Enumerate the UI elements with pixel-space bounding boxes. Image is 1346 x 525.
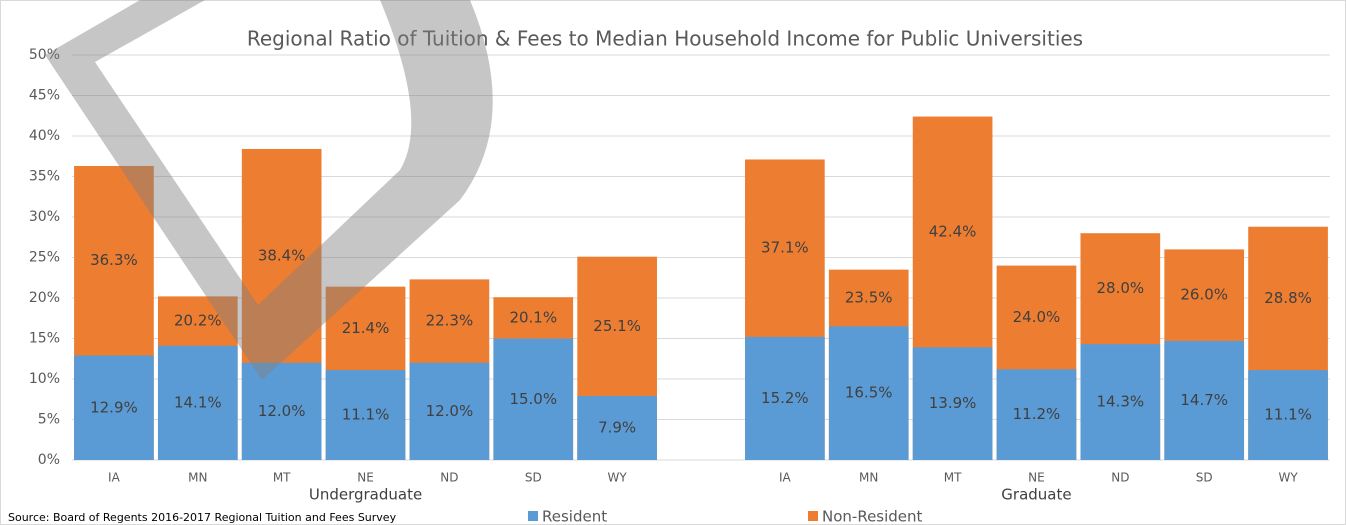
y-tick-label: 10% <box>29 371 60 387</box>
data-label: 12.0% <box>426 402 474 420</box>
y-tick-label: 30% <box>29 209 60 225</box>
y-tick-label: 5% <box>38 412 60 428</box>
data-label: 22.3% <box>426 312 474 330</box>
bar <box>409 362 490 460</box>
data-label: 14.7% <box>1180 391 1228 409</box>
y-tick-label: 20% <box>29 290 60 306</box>
data-label: 20.1% <box>509 308 557 326</box>
data-label: 37.1% <box>761 239 809 257</box>
data-label: 7.9% <box>598 419 636 437</box>
data-label: 28.0% <box>1097 279 1145 297</box>
data-label: 21.4% <box>342 319 390 337</box>
y-tick-label: 15% <box>29 331 60 347</box>
source-note: Source: Board of Regents 2016-2017 Regio… <box>8 511 397 524</box>
bar <box>1080 344 1161 460</box>
bar <box>577 396 657 460</box>
bar <box>1248 370 1328 460</box>
x-tick-label: SD <box>525 471 542 485</box>
bar <box>157 345 238 460</box>
data-label: 28.8% <box>1264 289 1312 307</box>
data-label: 36.3% <box>90 251 138 269</box>
y-tick-label: 0% <box>38 452 60 468</box>
x-tick-label: MT <box>944 471 962 485</box>
bar <box>745 336 825 460</box>
data-label: 14.3% <box>1097 393 1145 411</box>
bar <box>493 338 574 460</box>
legend-label: Resident <box>542 508 607 525</box>
data-label: 15.2% <box>761 389 809 407</box>
x-tick-label: ND <box>1111 471 1129 485</box>
legend-swatch <box>528 511 538 521</box>
bar <box>828 326 909 460</box>
legend-swatch <box>808 511 818 521</box>
data-label: 12.0% <box>258 402 306 420</box>
x-tick-label: IA <box>108 471 121 485</box>
data-label: 13.9% <box>929 394 977 412</box>
bar <box>325 370 406 460</box>
x-tick-label: ND <box>440 471 458 485</box>
data-label: 38.4% <box>258 246 306 264</box>
x-tick-label: WY <box>608 471 628 485</box>
data-label: 15.0% <box>509 390 557 408</box>
x-tick-label: NE <box>1028 471 1045 485</box>
bar <box>1164 340 1245 460</box>
y-tick-label: 25% <box>29 250 60 266</box>
y-tick-label: 45% <box>29 88 60 104</box>
x-tick-label: NE <box>357 471 374 485</box>
group-label: Undergraduate <box>309 486 422 504</box>
data-label: 23.5% <box>845 289 893 307</box>
bar <box>996 369 1077 460</box>
bar <box>241 362 322 460</box>
watermark <box>45 0 493 380</box>
data-label: 16.5% <box>845 384 893 402</box>
x-tick-label: MT <box>273 471 291 485</box>
bar <box>74 355 154 460</box>
data-label: 11.2% <box>1013 405 1061 423</box>
group-label: Graduate <box>1001 486 1071 504</box>
data-label: 12.9% <box>90 398 138 416</box>
data-label: 26.0% <box>1180 286 1228 304</box>
plot: 0% 5% 10% 15% 20% 25% 30% 35% 40% 45% 50% IA MN MT NE N… <box>29 47 1330 504</box>
data-label: 24.0% <box>1013 308 1061 326</box>
x-tick-label: IA <box>779 471 792 485</box>
x-tick-label: WY <box>1278 471 1298 485</box>
x-tick-label: SD <box>1196 471 1213 485</box>
x-tick-label: MN <box>859 471 878 485</box>
data-label: 42.4% <box>929 222 977 240</box>
watermark-shape <box>45 0 493 380</box>
data-label: 11.1% <box>342 406 390 424</box>
data-label: 11.1% <box>1264 406 1312 424</box>
chart-title: Regional Ratio of Tuition & Fees to Medi… <box>247 27 1083 51</box>
data-label: 25.1% <box>593 317 641 335</box>
y-tick-label: 40% <box>29 128 60 144</box>
bar <box>912 347 993 460</box>
legend-label: Non-Resident <box>822 508 923 525</box>
data-label: 14.1% <box>174 393 222 411</box>
data-label: 20.2% <box>174 312 222 330</box>
y-tick-label: 50% <box>29 47 60 63</box>
y-tick-label: 35% <box>29 169 60 185</box>
x-tick-label: MN <box>188 471 207 485</box>
